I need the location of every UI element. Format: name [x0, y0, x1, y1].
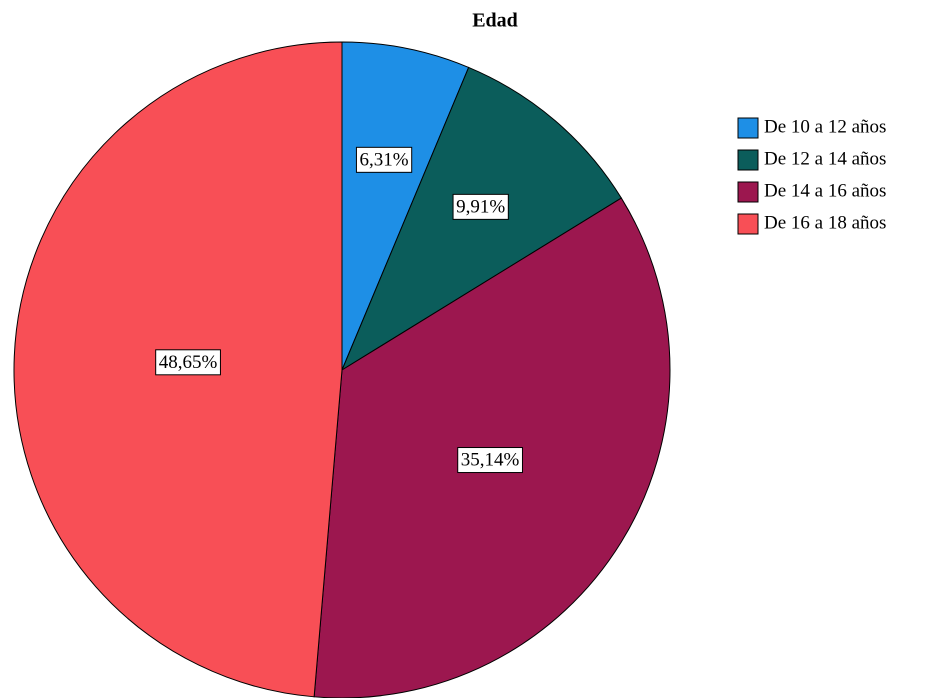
- data-label-text: 48,65%: [159, 352, 218, 373]
- legend-swatch: [737, 213, 759, 235]
- pie-slice: [341, 41, 470, 371]
- legend-label: De 14 a 16 años: [764, 180, 886, 201]
- chart-title: Edad: [472, 10, 518, 32]
- data-label: 48,65%: [155, 349, 221, 376]
- data-label-text: 6,31%: [359, 149, 408, 170]
- legend-swatch: [737, 181, 759, 203]
- data-label: 6,31%: [355, 146, 413, 173]
- data-label: 35,14%: [457, 447, 523, 474]
- legend-swatch: [737, 117, 759, 139]
- legend-swatch: [737, 149, 759, 171]
- data-label-box: [155, 349, 221, 376]
- data-label-text: 35,14%: [461, 450, 520, 471]
- legend-label: De 10 a 12 años: [764, 116, 886, 137]
- data-label-box: [452, 193, 509, 220]
- legend-label: De 16 a 18 años: [764, 212, 886, 233]
- data-label-box: [457, 447, 523, 474]
- legend-label: De 12 a 14 años: [764, 148, 886, 169]
- data-label: 9,91%: [452, 193, 509, 220]
- data-label-box: [355, 146, 413, 173]
- data-label-text: 9,91%: [456, 196, 505, 217]
